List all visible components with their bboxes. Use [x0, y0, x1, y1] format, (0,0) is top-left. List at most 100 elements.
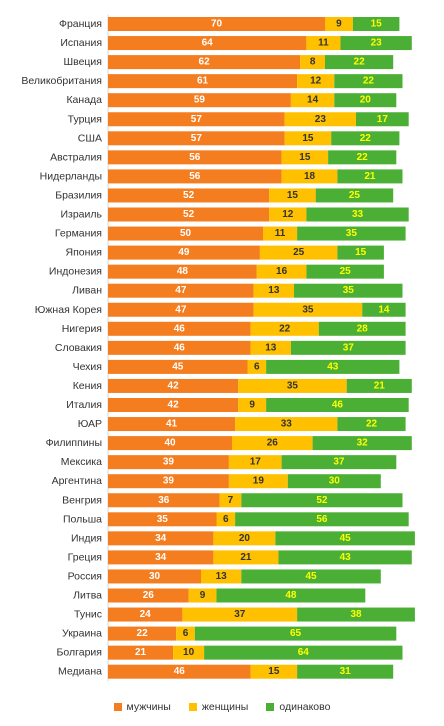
bar-segment-series-0	[108, 455, 229, 470]
data-label-series-0: 41	[166, 419, 178, 430]
bar-segment-series-0	[108, 188, 270, 203]
data-label-series-1: 18	[304, 171, 316, 182]
data-label-series-2: 52	[316, 495, 328, 506]
data-label-series-0: 45	[172, 361, 184, 372]
data-label-series-1: 6	[254, 361, 260, 372]
bar-segment-series-0	[108, 36, 307, 51]
bar-segment-series-0	[108, 55, 301, 70]
data-label-series-1: 13	[265, 342, 277, 353]
category-label: Индонезия	[49, 266, 102, 278]
data-label-series-0: 24	[140, 609, 152, 620]
data-label-series-0: 46	[174, 342, 186, 353]
data-label-series-0: 46	[174, 323, 186, 334]
data-label-series-1: 11	[318, 38, 329, 49]
bar-segment-series-2	[346, 378, 412, 393]
data-label-series-0: 26	[143, 590, 155, 601]
bar-segment-series-2	[297, 664, 394, 679]
bar-segment-series-1	[176, 626, 195, 641]
bar-segment-series-0	[108, 131, 285, 146]
data-label-series-1: 25	[293, 247, 305, 258]
bar-segment-series-1	[247, 359, 267, 374]
data-label-series-2: 43	[340, 552, 352, 563]
bar-segment-series-2	[266, 359, 400, 374]
category-label: Франция	[59, 18, 102, 30]
bar-segment-series-0	[108, 340, 251, 355]
data-label-series-0: 62	[199, 57, 211, 68]
data-label-series-0: 50	[180, 228, 192, 239]
data-label-series-2: 37	[343, 342, 355, 353]
data-label-series-0: 59	[194, 95, 206, 106]
data-label-series-0: 56	[189, 152, 201, 163]
data-label-series-2: 65	[290, 628, 302, 639]
bar-segment-series-1	[325, 17, 353, 31]
data-label-series-2: 22	[363, 76, 375, 87]
bar-segment-series-2	[278, 550, 412, 565]
data-label-series-0: 61	[197, 76, 209, 87]
bar-segment-series-0	[108, 588, 189, 603]
data-label-series-0: 57	[191, 114, 203, 125]
bar-segment-series-0	[108, 607, 183, 622]
bar-segment-series-2	[337, 245, 384, 260]
bar-segment-series-2	[275, 531, 415, 546]
bar-segment-series-2	[287, 474, 381, 489]
data-label-series-2: 35	[343, 285, 355, 296]
data-label-series-1: 26	[267, 438, 279, 449]
data-label-series-2: 23	[371, 38, 383, 49]
data-label-series-1: 13	[216, 571, 228, 582]
bar-segment-series-2	[306, 264, 384, 279]
category-label: Великобритания	[21, 75, 102, 87]
bar-segment-series-2	[294, 283, 403, 298]
data-label-series-1: 9	[200, 590, 206, 601]
bar-segment-series-1	[263, 226, 298, 241]
bar-segment-series-2	[325, 55, 394, 70]
category-label: Израиль	[60, 209, 102, 221]
data-label-series-0: 52	[183, 190, 195, 201]
data-label-series-1: 12	[310, 76, 322, 87]
data-label-series-1: 15	[302, 133, 314, 144]
data-label-series-0: 30	[149, 571, 161, 582]
bar-segment-series-0	[108, 550, 214, 565]
bar-segment-series-1	[238, 378, 347, 393]
category-label: Медиана	[58, 666, 102, 678]
bar-segment-series-1	[284, 112, 356, 127]
data-label-series-0: 64	[202, 38, 214, 49]
bar-segment-series-1	[232, 436, 313, 451]
data-label-series-2: 25	[349, 190, 361, 201]
category-label: Тунис	[74, 609, 102, 621]
category-label: Канада	[66, 94, 102, 106]
category-label: Нидерланды	[40, 170, 102, 182]
data-label-series-1: 33	[281, 419, 293, 430]
bar-segment-series-1	[250, 664, 298, 679]
bar-segment-series-1	[238, 398, 267, 412]
bar-segment-series-0	[108, 226, 263, 241]
bar-segment-series-2	[297, 607, 415, 622]
data-label-series-1: 35	[302, 304, 314, 315]
bar-segment-series-2	[241, 493, 403, 508]
category-label: Польша	[63, 513, 102, 525]
data-label-series-2: 35	[346, 228, 358, 239]
bar-segment-series-2	[331, 131, 400, 146]
category-label: Япония	[66, 247, 102, 259]
bar-segment-series-1	[213, 531, 276, 546]
data-label-series-1: 11	[275, 228, 286, 239]
data-label-series-2: 15	[355, 247, 367, 258]
legend-swatch-men	[113, 703, 122, 711]
data-label-series-1: 7	[228, 495, 234, 506]
bar-segment-series-0	[108, 245, 260, 260]
chart-legend: мужчины женщины одинаково	[0, 698, 444, 716]
legend-item-women: женщины	[188, 701, 248, 713]
category-label: Чехия	[73, 361, 102, 373]
bar-segment-series-0	[108, 283, 254, 298]
bar-segment-series-1	[216, 512, 236, 527]
bar-segment-series-2	[266, 398, 409, 412]
bar-segment-series-1	[256, 264, 307, 279]
bar-segment-series-0	[108, 512, 217, 527]
data-label-series-2: 45	[305, 571, 317, 582]
data-label-series-2: 21	[374, 380, 386, 391]
legend-swatch-equal	[266, 703, 275, 711]
bar-segment-series-2	[334, 93, 397, 108]
bar-segment-series-2	[312, 436, 412, 451]
data-label-series-2: 46	[332, 400, 344, 411]
data-label-series-1: 17	[250, 457, 262, 468]
